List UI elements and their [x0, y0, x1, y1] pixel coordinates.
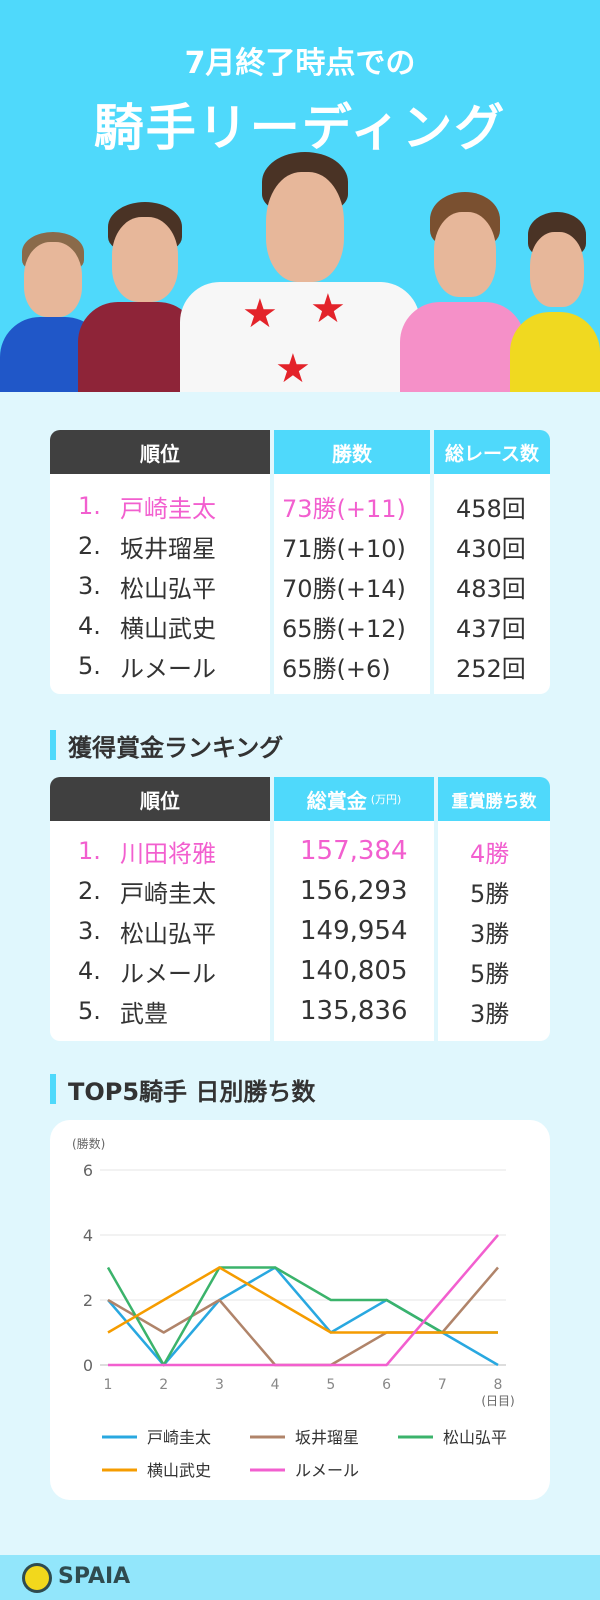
star-icon: ★: [242, 291, 278, 337]
jockey-name: 松山弘平: [120, 919, 216, 948]
jockey-name: 武豊: [120, 999, 168, 1028]
races-column: [434, 474, 550, 694]
prize-cell: 156,293: [300, 876, 408, 906]
header-prize: 総賞金 (万円): [274, 777, 434, 821]
jockey-name: ルメール: [120, 654, 216, 683]
jockey-photo-4: [400, 192, 525, 392]
jockey-name: 坂井瑠星: [120, 534, 216, 563]
jockey-name: ルメール: [120, 959, 216, 988]
legend-label: 坂井瑠星: [295, 1428, 359, 1447]
legend-label: 横山武史: [147, 1461, 211, 1480]
x-tick-label: 6: [382, 1377, 391, 1393]
graded-cell: 5勝: [470, 959, 510, 988]
header-races: 総レース数: [434, 430, 550, 474]
table-row: 4. 横山武史: [78, 606, 216, 646]
rank-column: [50, 474, 270, 694]
x-axis-label: (日目): [481, 1394, 514, 1408]
chart-section-title: TOP5騎手 日別勝ち数: [50, 1072, 315, 1107]
series-line: [107, 1266, 498, 1334]
wins-cell: 65勝(+12): [282, 614, 406, 643]
series-line: [106, 1266, 498, 1367]
hero-subtitle: 7月終了時点での: [184, 46, 416, 81]
jockey-name: 戸崎圭太: [120, 494, 216, 523]
jockey-name: 川田将雅: [120, 839, 216, 868]
graded-cell: 4勝: [470, 839, 510, 868]
jockey-photo-2: [78, 192, 198, 392]
wins-cell: 70勝(+14): [282, 574, 406, 603]
jockey-photo-3: ★ ★ ★: [180, 152, 420, 392]
table-row: 1. 川田将雅: [78, 831, 216, 871]
wins-cell: 73勝(+11): [282, 494, 406, 523]
x-tick-label: 5: [326, 1377, 335, 1393]
x-tick-label: 2: [159, 1377, 168, 1393]
table-row: 3. 松山弘平: [78, 566, 216, 606]
prize-cell: 135,836: [300, 996, 408, 1026]
table-row: 2. 坂井瑠星: [78, 526, 216, 566]
races-cell: 458回: [456, 494, 526, 523]
header-wins: 勝数: [274, 430, 430, 474]
graded-cell: 3勝: [470, 919, 510, 948]
prize-table: 順位 総賞金 (万円) 重賞勝ち数 1. 川田将雅 157,384 4勝 2. 戸崎圭…: [50, 777, 550, 1042]
x-tick-label: 1: [104, 1377, 113, 1393]
brand-name: SPAIA: [58, 1564, 131, 1589]
jockey-name: 戸崎圭太: [120, 879, 216, 908]
prize-section-title: 獲得賞金ランキング: [50, 728, 283, 763]
y-tick-label: 6: [83, 1161, 93, 1180]
series-line: [108, 1234, 499, 1367]
table-row: 2. 戸崎圭太: [78, 871, 216, 911]
races-cell: 483回: [456, 574, 526, 603]
legend-label: 戸崎圭太: [147, 1428, 211, 1447]
prize-cell: 157,384: [300, 836, 408, 866]
table-row: 5. 武豊: [78, 991, 168, 1031]
rank-column: [50, 821, 270, 1041]
x-tick-label: 7: [438, 1377, 447, 1393]
star-icon: ★: [275, 346, 311, 392]
races-cell: 252回: [456, 654, 526, 683]
leading-table: 順位 勝数 総レース数 1. 戸崎圭太 73勝(+11) 458回 2. 坂井瑠星 …: [50, 430, 550, 695]
y-tick-label: 2: [83, 1291, 93, 1310]
jockey-photo-5: [510, 212, 600, 392]
prize-column: [274, 821, 434, 1041]
footer: SPAIA: [0, 1555, 600, 1600]
header-rank: 順位: [50, 777, 270, 821]
races-cell: 430回: [456, 534, 526, 563]
table-row: 5. ルメール: [78, 646, 216, 686]
prize-cell: 140,805: [300, 956, 408, 986]
wins-cell: 71勝(+10): [282, 534, 406, 563]
line-chart-card: (勝数) 0 2 4 6 1 2 3 4 5 6 7 8 (日目) 戸崎圭太 坂井瑠星 松山弘平横山武史 ルメール: [50, 1120, 550, 1500]
y-tick-label: 4: [83, 1226, 93, 1245]
races-cell: 437回: [456, 614, 526, 643]
jockey-name: 松山弘平: [120, 574, 216, 603]
y-tick-label: 0: [83, 1356, 93, 1375]
graded-column: [438, 821, 550, 1041]
x-tick-label: 4: [271, 1377, 280, 1393]
star-icon: ★: [310, 286, 346, 332]
graded-cell: 5勝: [470, 879, 510, 908]
graded-cell: 3勝: [470, 999, 510, 1028]
table-row: 3. 松山弘平: [78, 911, 216, 951]
x-tick-label: 3: [215, 1377, 224, 1393]
legend-label: 松山弘平: [443, 1428, 507, 1447]
prize-cell: 149,954: [300, 916, 408, 946]
legend-label: ルメール: [295, 1461, 359, 1480]
x-tick-label: 8: [494, 1377, 503, 1393]
table-row: 1. 戸崎圭太: [78, 486, 216, 526]
wins-column: [274, 474, 430, 694]
unit-label: (万円): [370, 793, 402, 806]
jockey-name: 横山武史: [120, 614, 216, 643]
table-row: 4. ルメール: [78, 951, 216, 991]
header-graded-wins: 重賞勝ち数: [438, 777, 550, 821]
y-axis-label: (勝数): [72, 1136, 105, 1151]
wins-cell: 65勝(+6): [282, 654, 391, 683]
spaia-logo-icon: [22, 1563, 52, 1593]
header-rank: 順位: [50, 430, 270, 474]
hero-title: 騎手リーディング: [93, 99, 507, 157]
hero-banner: 7月終了時点での 騎手リーディング ★ ★ ★: [0, 0, 600, 392]
